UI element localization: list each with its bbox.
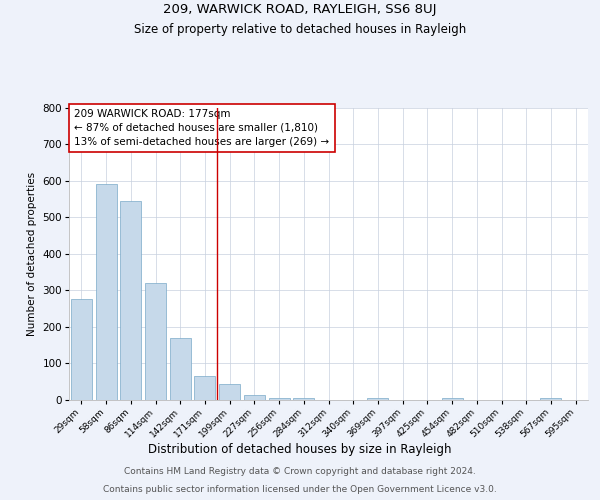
Y-axis label: Number of detached properties: Number of detached properties — [27, 172, 37, 336]
Bar — [170, 338, 191, 400]
Bar — [244, 394, 265, 400]
Bar — [120, 200, 141, 400]
Text: 209, WARWICK ROAD, RAYLEIGH, SS6 8UJ: 209, WARWICK ROAD, RAYLEIGH, SS6 8UJ — [163, 2, 437, 16]
Text: Contains HM Land Registry data © Crown copyright and database right 2024.: Contains HM Land Registry data © Crown c… — [124, 467, 476, 476]
Bar — [293, 398, 314, 400]
Text: 209 WARWICK ROAD: 177sqm
← 87% of detached houses are smaller (1,810)
13% of sem: 209 WARWICK ROAD: 177sqm ← 87% of detach… — [74, 109, 329, 147]
Bar — [269, 398, 290, 400]
Text: Distribution of detached houses by size in Rayleigh: Distribution of detached houses by size … — [148, 442, 452, 456]
Bar — [145, 283, 166, 400]
Bar — [71, 300, 92, 400]
Bar — [219, 384, 240, 400]
Text: Size of property relative to detached houses in Rayleigh: Size of property relative to detached ho… — [134, 22, 466, 36]
Bar — [442, 398, 463, 400]
Bar — [95, 184, 116, 400]
Bar — [367, 398, 388, 400]
Bar — [541, 398, 562, 400]
Bar — [194, 376, 215, 400]
Text: Contains public sector information licensed under the Open Government Licence v3: Contains public sector information licen… — [103, 485, 497, 494]
